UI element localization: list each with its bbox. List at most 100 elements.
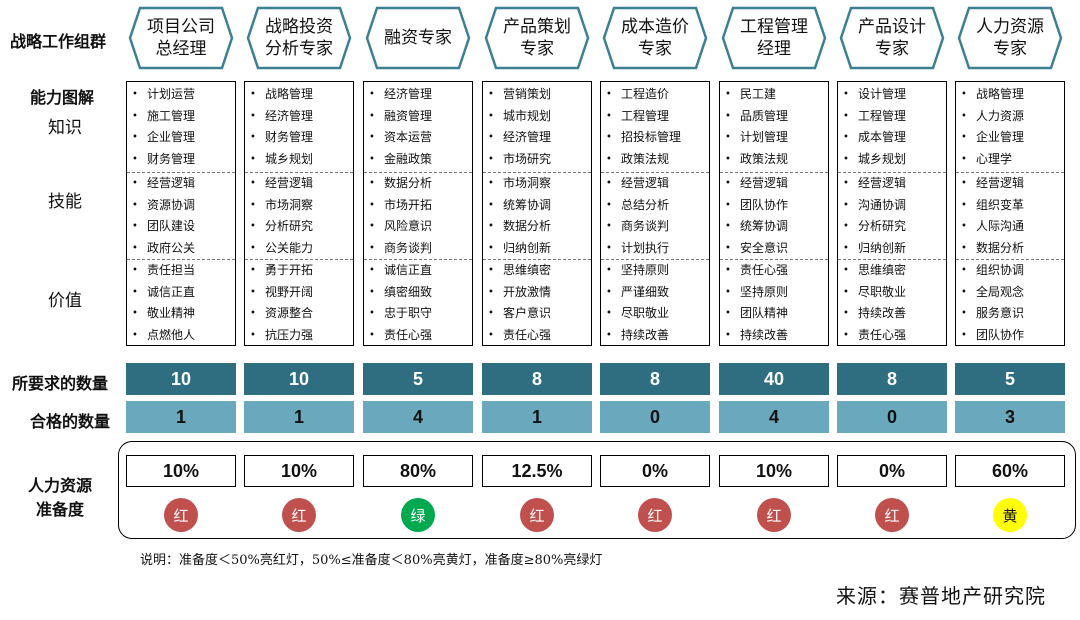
ability-item: 施工管理 <box>127 106 235 128</box>
required-count-cell: 5 <box>955 363 1065 395</box>
ability-item: 资源协调 <box>127 195 235 217</box>
ability-item: 统筹协调 <box>483 195 591 217</box>
required-count-label: 所要求的数量 <box>12 374 109 393</box>
ability-item: 商务谈判 <box>601 216 709 238</box>
values-group: 思维缜密尽职敬业持续改善责任心强 <box>838 259 946 348</box>
ability-item: 服务意识 <box>956 303 1064 325</box>
readiness-percent: 10% <box>126 455 236 487</box>
ability-item: 组织协调 <box>956 260 1064 282</box>
ability-item: 尽职敬业 <box>601 303 709 325</box>
ability-item: 战略管理 <box>956 84 1064 106</box>
required-count-cell: 8 <box>600 363 710 395</box>
ability-box: 经济管理融资管理资本运营金融政策数据分析市场开拓风险意识商务谈判诚信正直缜密细致… <box>363 81 473 346</box>
role-title: 产品策划 专家 <box>503 17 571 59</box>
ability-item: 工程管理 <box>838 106 946 128</box>
ability-item: 团队精神 <box>720 303 828 325</box>
ability-item: 归纳创新 <box>838 238 946 260</box>
ability-item: 资源整合 <box>245 303 353 325</box>
readiness-percent: 0% <box>600 455 710 487</box>
ability-item: 企业管理 <box>127 127 235 149</box>
ability-item: 数据分析 <box>483 216 591 238</box>
hexagon-shape <box>365 6 471 70</box>
ability-item: 归纳创新 <box>483 238 591 260</box>
values-label: 价值 <box>48 291 82 311</box>
ability-item: 敬业精神 <box>127 303 235 325</box>
ability-box: 战略管理人力资源企业管理心理学经营逻辑组织变革人际沟通数据分析组织协调全局观念服… <box>955 81 1065 346</box>
hexagon-shape <box>128 6 234 70</box>
ability-item: 资本运营 <box>364 127 472 149</box>
qualified-count-cell: 4 <box>363 401 473 433</box>
qualified-count-cell: 0 <box>600 401 710 433</box>
ability-item: 政策法规 <box>720 149 828 171</box>
ability-item: 坚持原则 <box>720 282 828 304</box>
status-light: 红 <box>282 498 316 532</box>
role-header: 战略投资 分析专家 <box>246 6 352 70</box>
role-title: 项目公司 总经理 <box>147 17 215 59</box>
required-count-cell: 5 <box>363 363 473 395</box>
ability-item: 尽职敬业 <box>838 282 946 304</box>
ability-item: 营销策划 <box>483 84 591 106</box>
ability-item: 公关能力 <box>245 238 353 260</box>
ability-item: 持续改善 <box>720 325 828 347</box>
ability-item: 点燃他人 <box>127 325 235 347</box>
ability-item: 持续改善 <box>838 303 946 325</box>
status-light: 红 <box>164 498 198 532</box>
values-group: 勇于开拓视野开阔资源整合抗压力强 <box>245 259 353 348</box>
ability-item: 视野开阔 <box>245 282 353 304</box>
ability-box: 民工建品质管理计划管理政策法规经营逻辑团队协作统筹协调安全意识责任心强坚持原则团… <box>719 81 829 346</box>
ability-map-label: 能力图解 <box>30 88 95 107</box>
hexagon-shape <box>839 6 945 70</box>
ability-box: 战略管理经济管理财务管理城乡规划经营逻辑市场洞察分析研究公关能力勇于开拓视野开阔… <box>244 81 354 346</box>
status-light: 黄 <box>993 498 1027 532</box>
ability-item: 金融政策 <box>364 149 472 171</box>
ability-item: 品质管理 <box>720 106 828 128</box>
readiness-percent: 12.5% <box>482 455 592 487</box>
ability-item: 安全意识 <box>720 238 828 260</box>
ability-item: 严谨细致 <box>601 282 709 304</box>
role-header: 项目公司 总经理 <box>128 6 234 70</box>
qualified-count-cell: 1 <box>126 401 236 433</box>
qualified-count-cell: 1 <box>482 401 592 433</box>
legend-note: 说明：准备度＜50%亮红灯，50%≤准备度＜80%亮黄灯，准备度≥80%亮绿灯 <box>140 553 603 568</box>
readiness-percent: 10% <box>244 455 354 487</box>
ability-item: 计划管理 <box>720 127 828 149</box>
ability-item: 持续改善 <box>601 325 709 347</box>
ability-item: 经营逻辑 <box>720 173 828 195</box>
ability-item: 成本管理 <box>838 127 946 149</box>
ability-item: 风险意识 <box>364 216 472 238</box>
ability-item: 市场开拓 <box>364 195 472 217</box>
ability-item: 沟通协调 <box>838 195 946 217</box>
ability-item: 责任心强 <box>720 260 828 282</box>
role-header: 工程管理 经理 <box>721 6 827 70</box>
role-title: 产品设计 专家 <box>858 17 926 59</box>
knowledge-group: 设计管理工程管理成本管理城乡规划 <box>838 84 946 172</box>
knowledge-group: 战略管理人力资源企业管理心理学 <box>956 84 1064 172</box>
values-group: 诚信正直缜密细致忠于职守责任心强 <box>364 259 472 348</box>
status-light: 红 <box>757 498 791 532</box>
values-group: 组织协调全局观念服务意识团队协作 <box>956 259 1064 348</box>
ability-item: 全局观念 <box>956 282 1064 304</box>
ability-item: 勇于开拓 <box>245 260 353 282</box>
ability-item: 团队建设 <box>127 216 235 238</box>
qualified-count-cell: 0 <box>837 401 947 433</box>
ability-item: 企业管理 <box>956 127 1064 149</box>
ability-item: 责任心强 <box>838 325 946 347</box>
roles-row-label: 战略工作组群 <box>10 32 107 51</box>
ability-item: 经济管理 <box>483 127 591 149</box>
hexagon-shape <box>602 6 708 70</box>
ability-item: 开放激情 <box>483 282 591 304</box>
readiness-percent: 0% <box>837 455 947 487</box>
required-count-cell: 10 <box>126 363 236 395</box>
qualified-count-label: 合格的数量 <box>30 412 111 431</box>
ability-item: 数据分析 <box>956 238 1064 260</box>
source-credit: 来源：赛普地产研究院 <box>836 584 1046 608</box>
ability-item: 组织变革 <box>956 195 1064 217</box>
ability-item: 民工建 <box>720 84 828 106</box>
ability-item: 工程造价 <box>601 84 709 106</box>
ability-item: 商务谈判 <box>364 238 472 260</box>
ability-item: 客户意识 <box>483 303 591 325</box>
knowledge-group: 计划运营施工管理企业管理财务管理 <box>127 84 235 172</box>
ability-item: 城乡规划 <box>245 149 353 171</box>
hexagon-shape <box>721 6 827 70</box>
skills-group: 经营逻辑组织变革人际沟通数据分析 <box>956 172 1064 261</box>
